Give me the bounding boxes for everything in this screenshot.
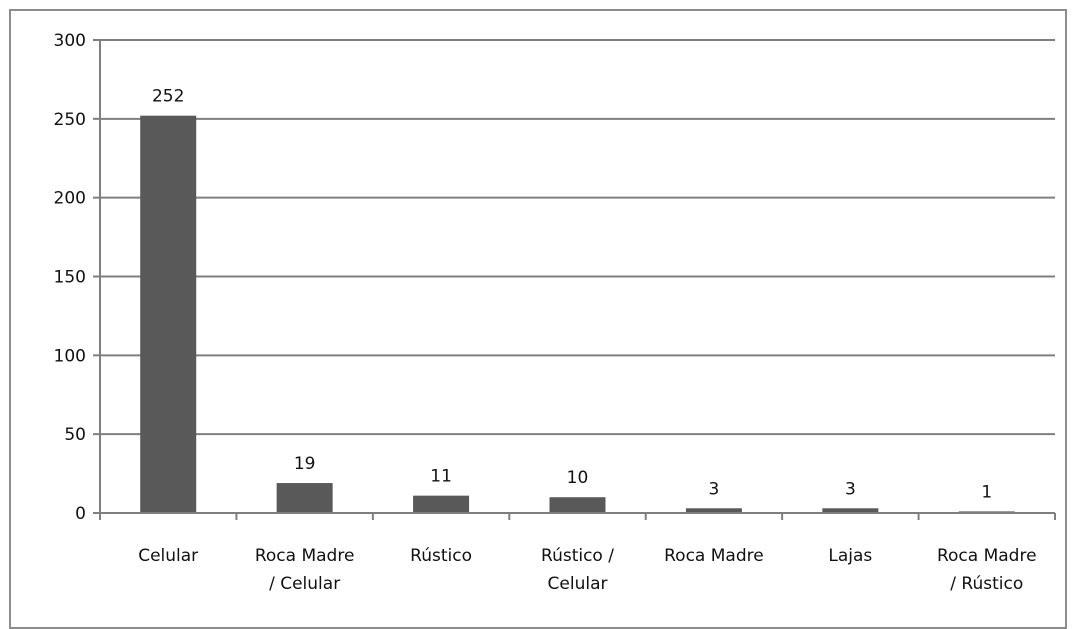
x-tick-label: Rústico / xyxy=(541,546,614,566)
bar xyxy=(276,483,333,513)
y-tick-label: 150 xyxy=(54,268,86,288)
bar xyxy=(685,508,742,513)
x-axis: Celular Roca Madre / Celular Rústico Rústico… xyxy=(99,512,1056,594)
y-tick-label: 50 xyxy=(64,425,86,445)
data-label: 3 xyxy=(845,479,856,499)
x-tick-label: Roca Madre xyxy=(664,546,764,566)
x-tick-label: / Rústico xyxy=(950,574,1023,594)
data-labels: 252 19 11 10 3 3 1 xyxy=(152,87,992,503)
bars xyxy=(140,115,1015,514)
x-tick-label: Lajas xyxy=(828,546,872,566)
y-tick-label: 0 xyxy=(75,504,86,524)
x-tick-label: Roca Madre xyxy=(937,546,1037,566)
bar xyxy=(140,115,197,514)
data-label: 1 xyxy=(981,482,992,502)
x-tick-label: Roca Madre xyxy=(255,546,355,566)
data-label: 11 xyxy=(430,467,452,487)
data-label: 19 xyxy=(294,454,316,474)
y-tick-label: 100 xyxy=(54,346,86,366)
bar xyxy=(413,495,470,513)
x-tick-label: Celular xyxy=(138,546,198,566)
x-tick-label: Celular xyxy=(548,574,608,594)
gridlines xyxy=(100,39,1055,436)
y-axis: 0 50 100 150 200 250 300 xyxy=(54,31,101,524)
y-tick-label: 250 xyxy=(54,110,86,130)
x-tick-label: / Celular xyxy=(269,574,340,594)
data-label: 3 xyxy=(709,479,720,499)
bar xyxy=(822,508,879,513)
data-label: 10 xyxy=(567,468,589,488)
y-tick-label: 300 xyxy=(54,31,86,51)
x-tick-label: Rústico xyxy=(410,546,472,566)
data-label: 252 xyxy=(152,87,184,107)
y-tick-label: 200 xyxy=(54,189,86,209)
bar xyxy=(549,497,606,513)
